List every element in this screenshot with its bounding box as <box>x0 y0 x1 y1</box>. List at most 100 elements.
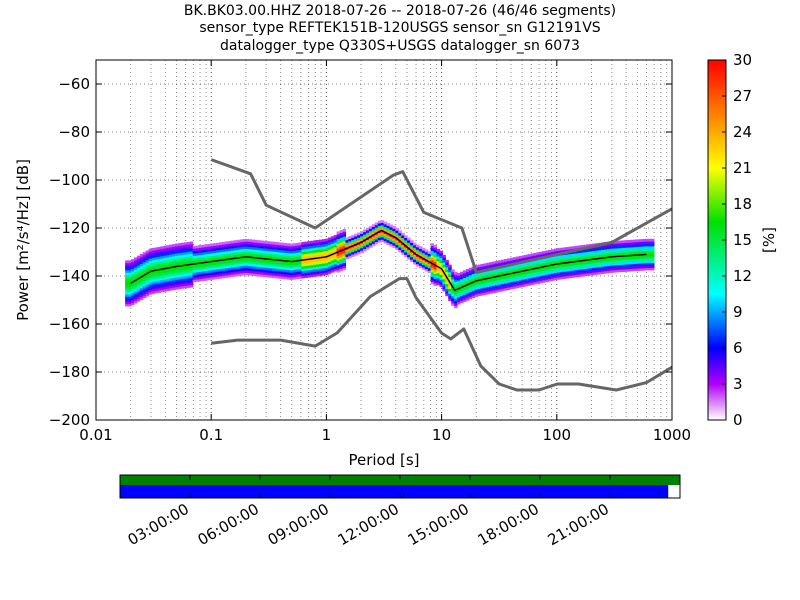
heatmap-cell <box>166 247 170 251</box>
heatmap-cell <box>298 254 302 258</box>
heatmap-cell <box>580 273 584 277</box>
heatmap-cell <box>269 275 273 278</box>
heatmap-cell <box>216 264 220 268</box>
heatmap-cell <box>327 247 332 250</box>
heatmap-cell <box>448 283 452 287</box>
heatmap-cell <box>318 265 323 269</box>
heatmap-cell <box>489 274 493 277</box>
heatmap-cell <box>177 271 182 275</box>
heatmap-cell <box>280 245 285 248</box>
heatmap-cell <box>301 261 305 265</box>
heatmap-cell <box>518 282 523 286</box>
heatmap-cell <box>239 263 244 267</box>
heatmap-cell <box>636 265 640 269</box>
heatmap-cell <box>380 227 385 231</box>
heatmap-cell <box>130 283 135 286</box>
heatmap-cell <box>645 246 649 249</box>
heatmap-cell <box>269 263 273 266</box>
heatmap-cell <box>224 263 229 266</box>
heatmap-cell <box>128 303 132 307</box>
heatmap-cell <box>609 246 614 249</box>
heatmap-cell <box>339 239 344 243</box>
heatmap-cell <box>169 251 173 255</box>
heatmap-cell <box>227 248 232 252</box>
heatmap-cell <box>148 275 153 278</box>
heatmap-cell <box>468 286 473 290</box>
heatmap-cell <box>333 242 338 246</box>
colorbar-tick-label: 21 <box>733 159 752 177</box>
heatmap-cell <box>448 295 452 299</box>
heatmap-cell <box>289 267 294 271</box>
heatmap-cell <box>224 243 229 247</box>
heatmap-cell <box>636 263 640 267</box>
heatmap-cell <box>295 252 300 256</box>
heatmap-cell <box>589 260 593 264</box>
heatmap-cell <box>292 255 297 259</box>
heatmap-cell <box>186 282 191 286</box>
heatmap-cell <box>142 269 147 272</box>
heatmap-cell <box>183 249 188 253</box>
heatmap-cell <box>128 272 132 276</box>
heatmap-cell <box>407 237 411 241</box>
heatmap-cell <box>421 247 426 251</box>
heatmap-cell <box>269 253 273 257</box>
heatmap-cell <box>539 261 543 265</box>
heatmap-cell <box>242 263 247 266</box>
heatmap-cell <box>609 270 614 273</box>
heatmap-cell <box>177 247 182 251</box>
heatmap-cell <box>586 251 590 255</box>
heatmap-cell <box>354 238 358 242</box>
heatmap-cell <box>227 253 232 256</box>
heatmap-cell <box>448 271 452 275</box>
heatmap-cell <box>142 261 147 265</box>
heatmap-cell <box>624 247 629 251</box>
heatmap-cell <box>213 243 217 246</box>
heatmap-cell <box>424 254 429 258</box>
heatmap-cell <box>612 253 617 256</box>
heatmap-cell <box>448 286 452 290</box>
heatmap-cell <box>609 253 614 257</box>
heatmap-cell <box>618 264 623 268</box>
heatmap-cell <box>621 257 626 261</box>
heatmap-cell <box>565 270 570 274</box>
heatmap-cell <box>154 283 159 287</box>
heatmap-cell <box>180 266 185 270</box>
heatmap-cell <box>624 266 629 270</box>
heatmap-cell <box>506 275 511 279</box>
heatmap-cell <box>474 277 479 280</box>
heatmap-cell <box>430 264 435 268</box>
heatmap-cell <box>125 296 129 300</box>
heatmap-cell <box>598 261 602 265</box>
chart-title-line-2: sensor_type REFTEK151B-120USGS sensor_sn… <box>199 20 601 36</box>
heatmap-cell <box>324 253 329 256</box>
heatmap-cell <box>289 262 294 266</box>
heatmap-cell <box>571 272 576 276</box>
heatmap-cell <box>242 239 247 242</box>
heatmap-cell <box>407 242 411 246</box>
heatmap-cell <box>568 258 573 262</box>
heatmap-cell <box>313 247 317 251</box>
heatmap-cell <box>307 260 311 264</box>
heatmap-cell <box>571 265 576 269</box>
heatmap-cell <box>574 250 579 254</box>
heatmap-cell <box>421 267 426 270</box>
heatmap-cell <box>533 279 537 283</box>
heatmap-cell <box>336 260 341 264</box>
heatmap-cell <box>392 242 396 246</box>
heatmap-cell <box>436 256 441 259</box>
heatmap-cell <box>230 274 235 278</box>
heatmap-cell <box>565 246 570 250</box>
heatmap-cell <box>201 259 206 262</box>
heatmap-cell <box>471 290 476 294</box>
heatmap-cell <box>501 262 505 265</box>
heatmap-cell <box>515 268 520 272</box>
heatmap-cell <box>195 257 200 261</box>
heatmap-cell <box>230 267 235 270</box>
heatmap-cell <box>283 262 288 265</box>
heatmap-cell <box>204 249 208 252</box>
heatmap-cell <box>383 224 388 227</box>
heatmap-cell <box>621 252 626 256</box>
heatmap-cell <box>609 260 614 264</box>
heatmap-cell <box>486 281 490 285</box>
